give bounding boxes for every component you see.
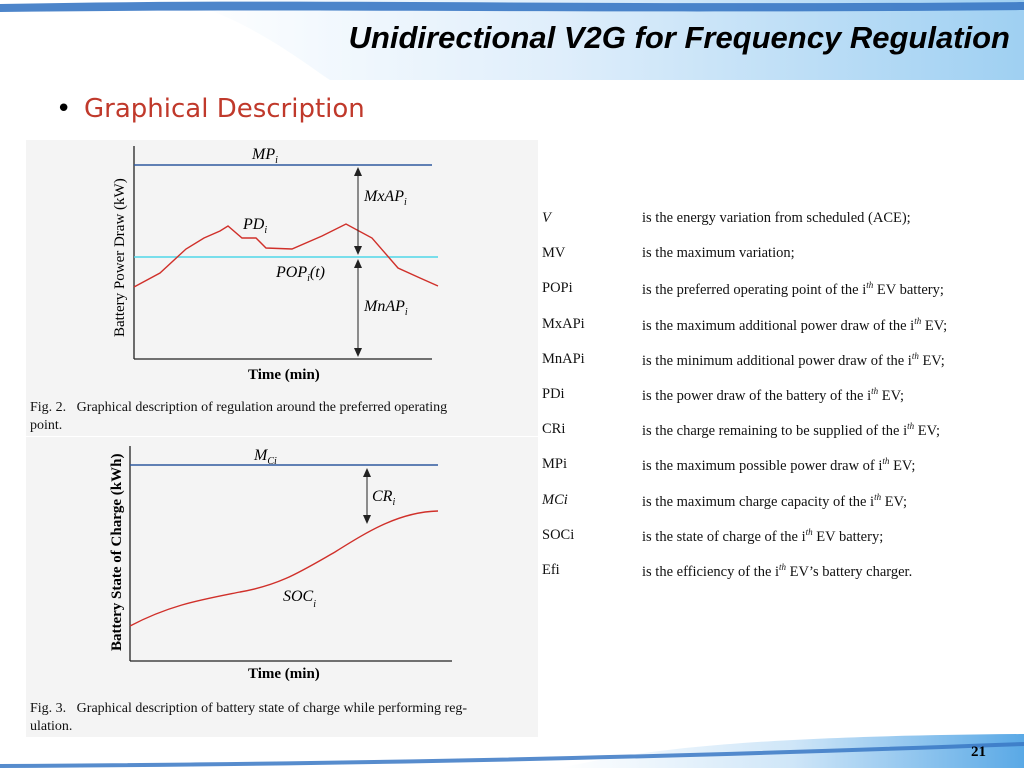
header-band — [0, 0, 1024, 80]
mnap-arrow-head-up — [354, 259, 362, 268]
cr-arrow-head-down — [363, 515, 371, 524]
definition-symbol: PDi — [542, 385, 565, 402]
figure2-panel: Battery State of Charge (kWh) MCi CRi SO… — [26, 437, 538, 737]
figure2-caption-line2: ulation. — [30, 719, 73, 734]
pop-label: POPi(t) — [275, 264, 325, 284]
definition-row: SOCi is the state of charge of the ith EV… — [542, 520, 1022, 555]
figure1-caption-line1: Fig. 2. Graphical description of regulat… — [30, 400, 448, 415]
definition-row: MCi is the maximum charge capacity of the… — [542, 485, 1022, 520]
definition-symbol: SOCi — [542, 526, 575, 543]
definition-row: MnAPi is the minimum additional power dra… — [542, 344, 1022, 379]
definition-symbol: MV — [542, 245, 566, 262]
definition-text: is the maximum additional power draw of … — [642, 315, 948, 334]
slide-title: Unidirectional V2G for Frequency Regulat… — [348, 20, 1010, 55]
definition-symbol: Efi — [542, 561, 560, 578]
definition-row: MV is the maximum variation; — [542, 238, 1022, 273]
soc-curve — [129, 510, 439, 627]
definition-row: PDi is the power draw of the battery of t… — [542, 379, 1022, 414]
cr-arrow-head-up — [363, 468, 371, 477]
footer-band — [0, 734, 1024, 768]
mp-label: MPi — [251, 146, 278, 166]
mxap-label: MxAPi — [363, 188, 407, 208]
definition-symbol: MnAPi — [542, 350, 585, 367]
figure2-diagram: Battery State of Charge (kWh) MCi CRi SO… — [109, 446, 452, 682]
bullet-text: Graphical Description — [84, 94, 365, 124]
definition-symbol: V — [542, 210, 551, 226]
figure1-diagram: Battery Power Draw (kW) MPi MxAPi PDi PO… — [112, 146, 439, 383]
definition-symbol: MPi — [542, 456, 567, 473]
figure1-caption-line2: point. — [30, 418, 63, 433]
definition-text: is the maximum charge capacity of the it… — [642, 491, 907, 510]
figure1-caption: Fig. 2. Graphical description of regulat… — [30, 399, 447, 435]
figure1-xlabel: Time (min) — [248, 367, 320, 383]
bullet-item: • Graphical Description — [56, 94, 365, 124]
definition-text: is the energy variation from scheduled (… — [642, 210, 911, 226]
definition-symbol: POPi — [542, 280, 573, 297]
mnap-label: MnAPi — [363, 298, 408, 318]
figure2-xlabel: Time (min) — [248, 666, 320, 682]
definition-text: is the efficiency of the ith EV’s batter… — [642, 561, 913, 580]
pd-curve — [133, 223, 439, 288]
definition-symbol: MCi — [542, 491, 568, 508]
definition-row: MxAPi is the maximum additional power dra… — [542, 309, 1022, 344]
figure1-ylabel: Battery Power Draw (kW) — [112, 178, 128, 337]
mnap-arrow-head-down — [354, 348, 362, 357]
definition-text: is the maximum variation; — [642, 245, 795, 262]
mc-label: MCi — [253, 447, 277, 467]
definition-text: is the preferred operating point of the … — [642, 280, 944, 299]
soc-label: SOCi — [283, 588, 316, 610]
figure2-caption-line1: Fig. 3. Graphical description of battery… — [30, 701, 468, 716]
definition-symbol: MxAPi — [542, 315, 585, 332]
definition-text: is the maximum possible power draw of it… — [642, 456, 916, 475]
definition-text: is the minimum additional power draw of … — [642, 350, 945, 369]
definition-text: is the charge remaining to be supplied o… — [642, 421, 941, 439]
definition-text: is the state of charge of the ith EV bat… — [642, 526, 884, 545]
definition-text: is the power draw of the battery of the … — [642, 385, 905, 404]
figure2-ylabel: Battery State of Charge (kWh) — [109, 454, 125, 651]
page-number: 21 — [971, 744, 986, 760]
figure1-panel: Battery Power Draw (kW) MPi MxAPi PDi PO… — [26, 140, 538, 436]
figure2-caption: Fig. 3. Graphical description of battery… — [30, 700, 467, 736]
definition-row: POPi is the preferred operating point of … — [542, 273, 1022, 308]
definition-row: MPi is the maximum possible power draw of… — [542, 449, 1022, 484]
cr-label: CRi — [372, 488, 395, 508]
pd-label: PDi — [242, 216, 267, 236]
definition-row: Efi is the efficiency of the ith EV’s bat… — [542, 555, 1022, 590]
mxap-arrow-head-down — [354, 246, 362, 255]
definition-row: CRi is the charge remaining to be supplie… — [542, 414, 1022, 449]
definition-symbol: CRi — [542, 421, 566, 438]
mxap-arrow-head-up — [354, 167, 362, 176]
